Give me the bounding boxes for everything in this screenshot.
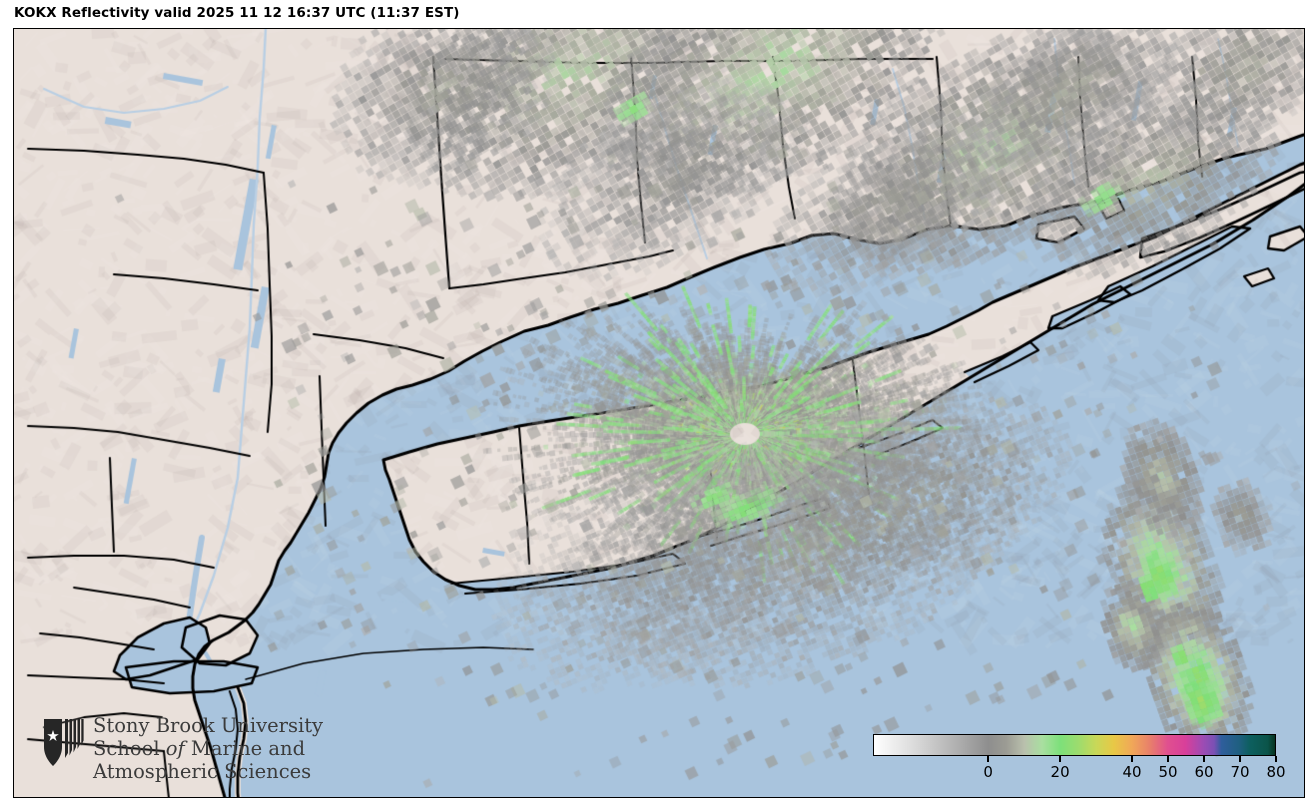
- colorbar-tick-50: [1167, 756, 1169, 762]
- page-title: KOKX Reflectivity valid 2025 11 12 16:37…: [14, 5, 460, 21]
- colorbar-tick-20: [1059, 756, 1061, 762]
- colorbar-label-20: 20: [1050, 763, 1070, 781]
- colorbar-label-40: 40: [1122, 763, 1142, 781]
- colorbar-label-60: 60: [1194, 763, 1214, 781]
- colorbar-tick-80: [1275, 756, 1277, 762]
- reflectivity-colorbar: 0 20 40 50 60 70 80: [873, 734, 1286, 790]
- colorbar-swatch-strip: [873, 734, 1276, 756]
- colorbar-tick-70: [1239, 756, 1241, 762]
- colorbar-label-80: 80: [1266, 763, 1286, 781]
- colorbar-gradient: [874, 735, 1275, 755]
- colorbar-label-50: 50: [1158, 763, 1178, 781]
- colorbar-label-70: 70: [1230, 763, 1250, 781]
- colorbar-label-0: 0: [983, 763, 993, 781]
- title-bar: KOKX Reflectivity valid 2025 11 12 16:37…: [0, 0, 1316, 26]
- colorbar-tick-60: [1203, 756, 1205, 762]
- colorbar-tick-0: [987, 756, 989, 762]
- colorbar-tick-40: [1131, 756, 1133, 762]
- radar-reflectivity-layer: [14, 29, 1304, 797]
- radar-map-panel[interactable]: Stony Brook University School of Marine …: [13, 28, 1305, 798]
